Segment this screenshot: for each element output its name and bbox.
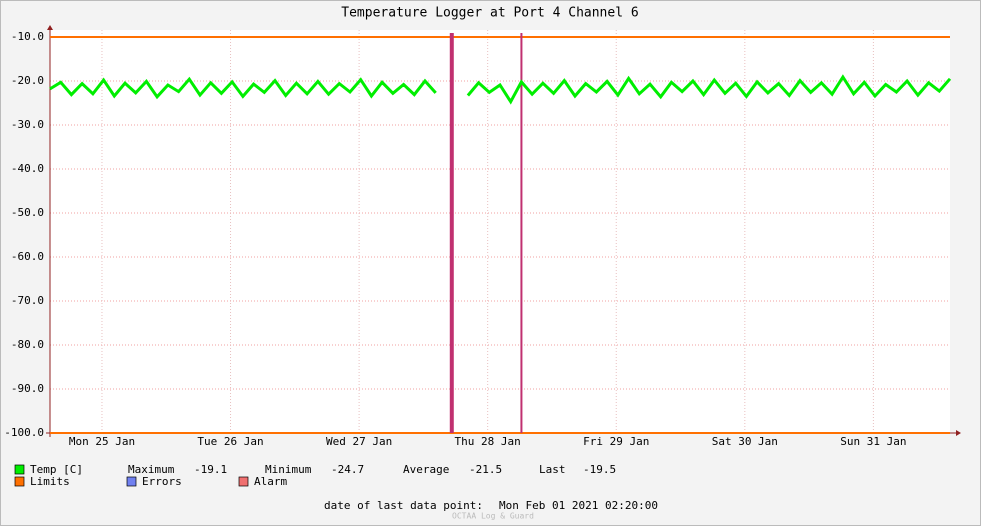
x-tick-label: Fri 29 Jan [583, 435, 649, 448]
watermark: OCTAA Log & Guard [452, 512, 534, 521]
y-tick-label: -50.0 [11, 206, 44, 219]
x-tick-label: Mon 25 Jan [69, 435, 135, 448]
stat-value: -24.7 [331, 463, 364, 476]
legend-label: Alarm [254, 475, 287, 488]
stat-label: Last [539, 463, 566, 476]
stat-value: -21.5 [469, 463, 502, 476]
chart-title: Temperature Logger at Port 4 Channel 6 [341, 6, 638, 21]
y-tick-label: -10.0 [11, 30, 44, 43]
y-tick-label: -90.0 [11, 382, 44, 395]
stat-label: Average [403, 463, 449, 476]
x-tick-label: Sat 30 Jan [712, 435, 778, 448]
axis-arrow [956, 430, 961, 436]
stat-label: Minimum [265, 463, 312, 476]
footer-value: Mon Feb 01 2021 02:20:00 [499, 499, 658, 512]
x-tick-label: Tue 26 Jan [197, 435, 263, 448]
y-tick-label: -30.0 [11, 118, 44, 131]
legend-swatch [238, 476, 249, 487]
y-tick-label: -60.0 [11, 250, 44, 263]
y-tick-label: -70.0 [11, 294, 44, 307]
legend-swatch [126, 476, 137, 487]
y-tick-label: -100.0 [4, 426, 44, 439]
axis-arrow [47, 25, 53, 30]
stat-value: -19.1 [194, 463, 227, 476]
y-tick-label: -80.0 [11, 338, 44, 351]
legend-label: Temp [C] [30, 463, 83, 476]
legend-label: Limits [30, 475, 70, 488]
stat-value: -19.5 [583, 463, 616, 476]
x-tick-label: Wed 27 Jan [326, 435, 392, 448]
y-tick-label: -40.0 [11, 162, 44, 175]
series-line [49, 74, 952, 105]
stat-label: Maximum [128, 463, 175, 476]
y-tick-label: -20.0 [11, 74, 44, 87]
legend-swatch [14, 464, 25, 475]
x-tick-label: Thu 28 Jan [455, 435, 521, 448]
legend-swatch [14, 476, 25, 487]
footer-label: date of last data point: [324, 499, 483, 512]
legend-label: Errors [142, 475, 182, 488]
x-tick-label: Sun 31 Jan [840, 435, 906, 448]
